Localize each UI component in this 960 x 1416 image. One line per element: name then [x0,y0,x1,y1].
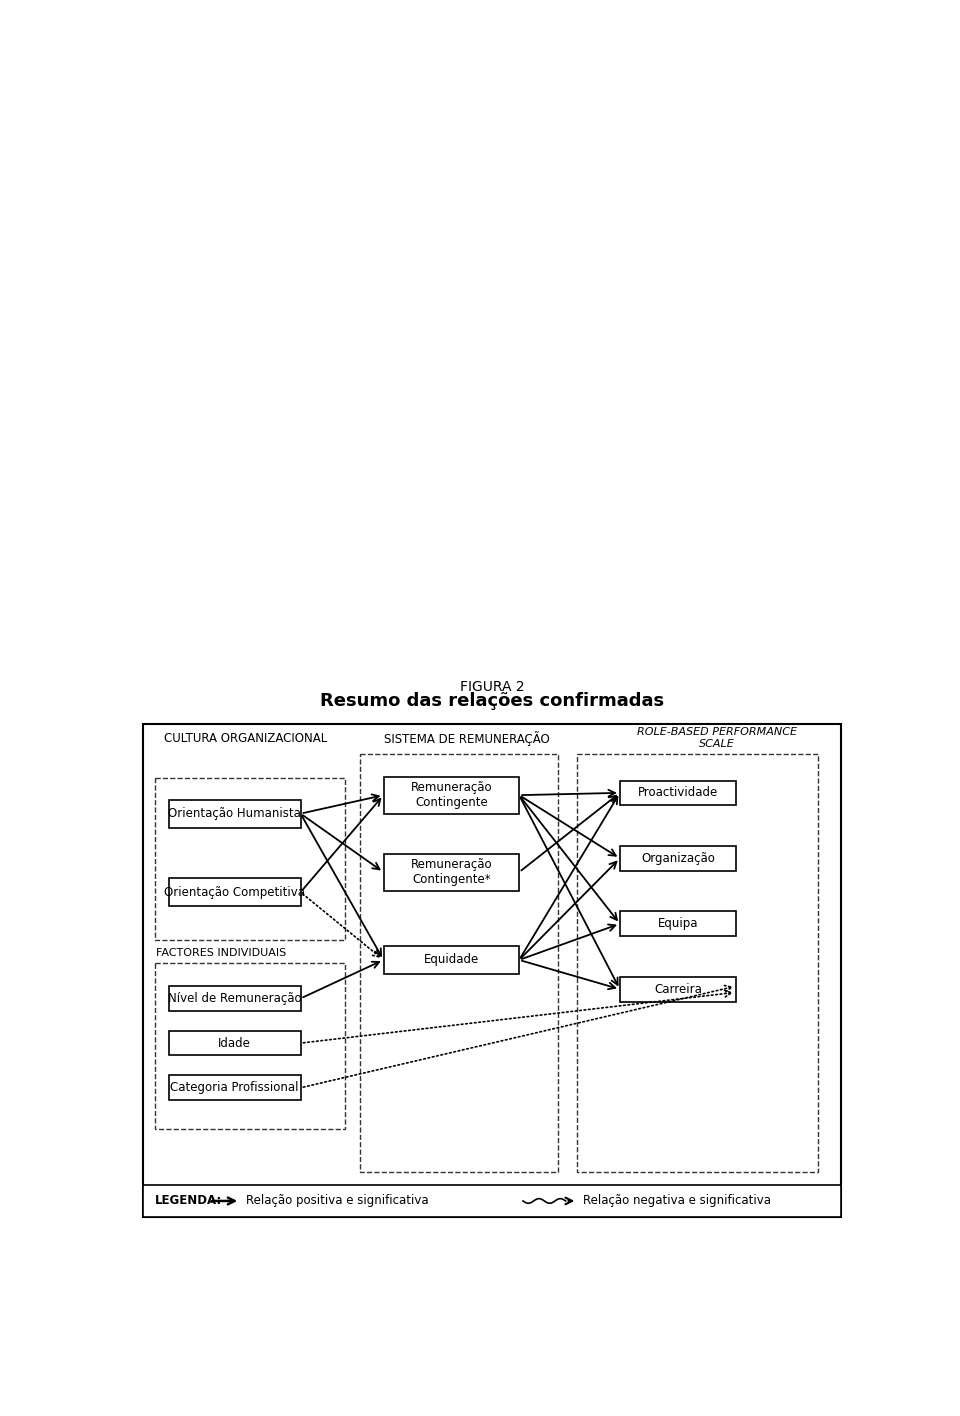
Text: Remuneração
Contingente: Remuneração Contingente [411,782,492,809]
Text: ROLE-BASED PERFORMANCE
SCALE: ROLE-BASED PERFORMANCE SCALE [636,728,797,749]
Text: Orientação Competitiva: Orientação Competitiva [164,885,305,899]
Text: FIGURA 2: FIGURA 2 [460,680,524,694]
Text: Relação positiva e significativa: Relação positiva e significativa [247,1195,429,1208]
Bar [155,963,345,1129]
Bar [169,986,300,1011]
Bar [620,912,736,936]
Bar [143,1185,841,1218]
Bar [169,1031,300,1055]
Bar [620,845,736,871]
Text: Remuneração
Contingente*: Remuneração Contingente* [411,858,492,886]
Text: Equidade: Equidade [423,953,479,967]
Bar [360,753,558,1171]
Text: CULTURA ORGANIZACIONAL: CULTURA ORGANIZACIONAL [164,732,327,745]
Text: LEGENDA:: LEGENDA: [155,1195,222,1208]
Bar [383,946,519,974]
Text: SISTEMA DE REMUNERAÇÃO: SISTEMA DE REMUNERAÇÃO [384,731,549,746]
Bar [620,780,736,806]
Bar [169,878,300,906]
Bar [169,1075,300,1100]
Bar [620,977,736,1001]
Text: Equipa: Equipa [658,918,698,930]
Bar [383,854,519,891]
Bar [577,753,818,1171]
Text: Idade: Idade [218,1037,252,1049]
Text: Nível de Remuneração: Nível de Remuneração [168,993,301,1005]
Text: Categoria Profissional: Categoria Profissional [171,1082,299,1095]
Text: Proactividade: Proactividade [637,786,718,800]
Bar [143,725,841,1218]
Bar [383,777,519,814]
Text: Resumo das relações confirmadas: Resumo das relações confirmadas [320,692,664,711]
Text: FACTORES INDIVIDUAIS: FACTORES INDIVIDUAIS [156,949,287,959]
Text: Organização: Organização [641,852,715,865]
Bar [155,779,345,940]
Text: Relação negativa e significativa: Relação negativa e significativa [583,1195,771,1208]
Text: Orientação Humanista: Orientação Humanista [168,807,301,820]
Text: Carreira: Carreira [654,983,702,995]
Bar [169,800,300,827]
